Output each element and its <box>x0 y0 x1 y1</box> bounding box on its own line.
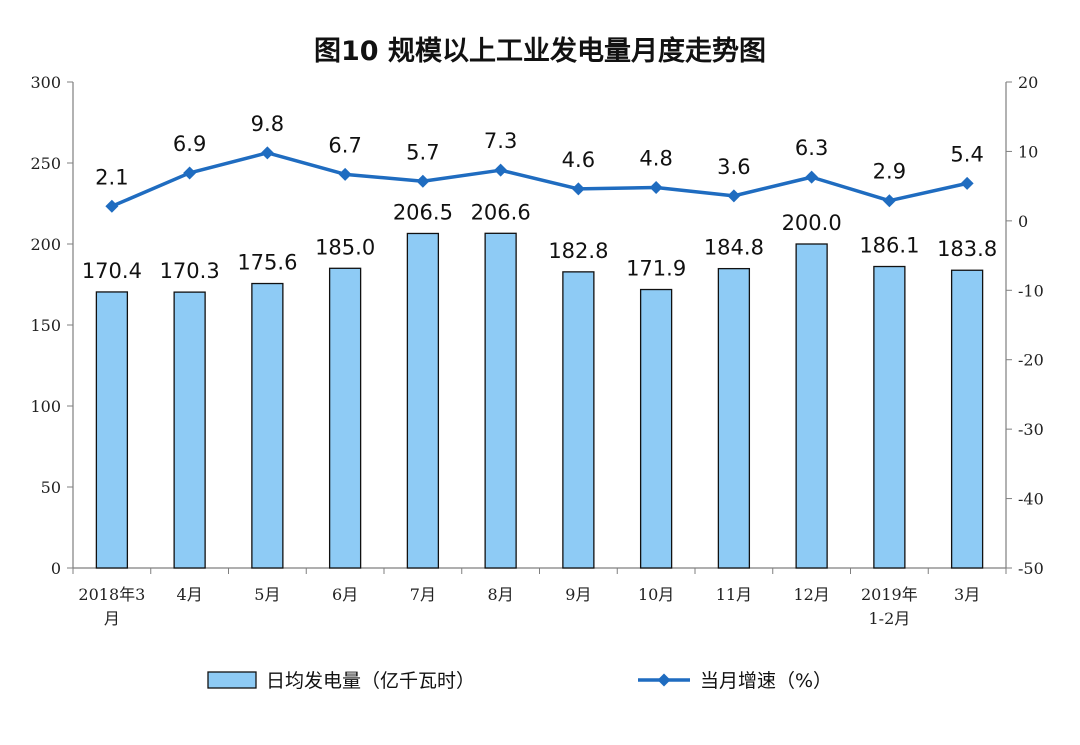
x-tick-label: 10月 <box>638 585 674 604</box>
bar <box>95 291 129 569</box>
line-data-label: 6.7 <box>328 133 361 157</box>
line-data-label: 6.9 <box>173 132 206 156</box>
left-tick-label: 300 <box>30 73 61 92</box>
x-tick-label: 2019年 <box>861 585 918 604</box>
line-point <box>260 146 274 160</box>
bar <box>639 288 673 569</box>
legend-bar-swatch <box>207 671 257 689</box>
left-tick-label: 150 <box>30 316 61 335</box>
legend: 日均发电量（亿千瓦时） 当月增速（%） <box>207 670 832 692</box>
line-data-label: 2.9 <box>873 160 906 184</box>
bar <box>173 291 206 569</box>
x-tick-label: 6月 <box>332 585 358 604</box>
line-point <box>494 163 508 177</box>
right-tick-label: -30 <box>1018 420 1044 439</box>
line-data-label: 9.8 <box>251 112 284 136</box>
bar <box>251 282 284 569</box>
bar <box>873 265 906 569</box>
right-tick-label: 0 <box>1018 212 1028 231</box>
x-tick-label: 4月 <box>177 585 203 604</box>
bar-data-label: 175.6 <box>237 251 297 275</box>
left-tick-label: 50 <box>41 478 61 497</box>
bar-data-label: 186.1 <box>859 234 919 258</box>
line-point <box>571 182 585 196</box>
line-data-label: 6.3 <box>795 136 828 160</box>
line-data-label: 5.4 <box>950 142 983 166</box>
right-tick-label: 20 <box>1018 73 1038 92</box>
line-point <box>805 170 819 184</box>
bar-data-label: 206.5 <box>393 200 453 224</box>
left-tick-label: 100 <box>30 397 61 416</box>
bar-data-label: 206.6 <box>471 200 531 224</box>
line-point <box>727 189 741 203</box>
line-point <box>416 174 430 188</box>
chart-title: 图10 规模以上工业发电量月度走势图 <box>314 35 766 67</box>
bar <box>484 232 517 569</box>
x-tick-label: 12月 <box>793 585 829 604</box>
bar-data-label: 185.0 <box>315 235 375 259</box>
x-tick-label: 3月 <box>954 585 980 604</box>
bar-data-label: 184.8 <box>704 236 764 260</box>
bar-data-label: 170.4 <box>82 259 142 283</box>
line-data-label: 5.7 <box>406 140 439 164</box>
legend-line-marker <box>657 673 671 687</box>
right-tick-label: -40 <box>1018 490 1044 509</box>
x-tick-label: 11月 <box>716 585 752 604</box>
line-data-label: 2.1 <box>95 165 128 189</box>
left-tick-label: 200 <box>30 235 61 254</box>
bar <box>328 267 362 569</box>
line-data-label: 4.8 <box>639 147 672 171</box>
right-tick-label: -20 <box>1018 351 1044 370</box>
bar-data-label: 183.8 <box>937 237 997 261</box>
legend-line-label: 当月增速（%） <box>700 670 832 692</box>
x-tick-label: 5月 <box>254 585 280 604</box>
plot-area: 0 50 100 150 200 250 300 -50 -40 -30 -20 -10 0 10 20 20… <box>30 73 1043 628</box>
bar-data-label: 182.8 <box>548 239 608 263</box>
line-point <box>105 199 119 213</box>
right-tick-label: -10 <box>1018 281 1044 300</box>
line-point <box>882 194 896 208</box>
x-tick-label: 2018年3 <box>78 585 145 604</box>
x-tick-label: 9月 <box>565 585 591 604</box>
line-data-label: 4.6 <box>562 148 595 172</box>
bar-data-label: 171.9 <box>626 257 686 281</box>
line-point <box>338 167 352 181</box>
bar <box>562 271 595 569</box>
bar-data-label: 170.3 <box>160 259 220 283</box>
x-tick-label: 1-2月 <box>868 609 910 628</box>
x-tick-label: 8月 <box>488 585 514 604</box>
right-tick-label: -50 <box>1018 559 1044 578</box>
right-tick-label: 10 <box>1018 142 1038 161</box>
bar <box>406 232 440 569</box>
line-point <box>960 176 974 190</box>
line-point <box>649 181 663 195</box>
line-data-label: 3.6 <box>717 155 750 179</box>
bar <box>950 269 984 569</box>
left-tick-label: 0 <box>51 559 61 578</box>
line-point <box>183 166 197 180</box>
line-series <box>111 151 968 208</box>
left-tick-label: 250 <box>30 154 61 173</box>
legend-bar-label: 日均发电量（亿千瓦时） <box>266 670 475 692</box>
bar <box>795 243 828 569</box>
x-tick-label: 月 <box>104 609 120 628</box>
x-tick-label: 7月 <box>410 585 436 604</box>
bar <box>717 267 751 569</box>
line-data-label: 7.3 <box>484 129 517 153</box>
bar-data-label: 200.0 <box>782 211 842 235</box>
